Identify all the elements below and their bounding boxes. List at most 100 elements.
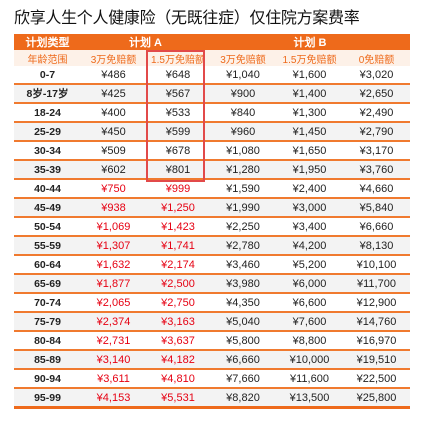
header-row-plans: 计划类型 计划 A 计划 B: [14, 34, 410, 50]
table-row: 35-39 ¥602 ¥801 ¥1,280 ¥1,950 ¥3,760: [14, 160, 410, 180]
plan-b-0-cell: ¥8,130: [343, 236, 410, 256]
plan-b-0-cell: ¥16,970: [343, 331, 410, 351]
plan-b-30k-cell: ¥2,780: [210, 236, 276, 256]
plan-b-0-cell: ¥12,900: [343, 293, 410, 313]
header-plan-type: 计划类型: [14, 34, 81, 50]
age-range-cell: 0-7: [14, 66, 81, 85]
age-range-cell: 25-29: [14, 122, 81, 142]
plan-b-0-cell: ¥11,700: [343, 274, 410, 294]
plan-b-0-cell: ¥2,790: [343, 122, 410, 142]
age-range-cell: 85-89: [14, 350, 81, 370]
plan-b-30k-cell: ¥900: [210, 84, 276, 104]
plan-a-15k-cell: ¥1,250: [146, 198, 210, 218]
header-b-15k-deductible: 1.5万免赔额: [276, 50, 343, 66]
plan-b-0-cell: ¥3,020: [343, 66, 410, 85]
plan-a-15k-cell: ¥533: [146, 103, 210, 123]
plan-b-0-cell: ¥19,510: [343, 350, 410, 370]
plan-b-15k-cell: ¥6,000: [276, 274, 343, 294]
header-row-deductibles: 年龄范围 3万免赔额 1.5万免赔额 3万免赔额 1.5万免赔额 0免赔额: [14, 50, 410, 66]
plan-a-30k-cell: ¥938: [81, 198, 146, 218]
plan-b-15k-cell: ¥10,000: [276, 350, 343, 370]
plan-b-0-cell: ¥4,660: [343, 179, 410, 199]
page-title: 欣享人生个人健康险（无既往症）仅住院方案费率: [14, 8, 360, 27]
age-range-cell: 18-24: [14, 103, 81, 123]
table-row: 18-24 ¥400 ¥533 ¥840 ¥1,300 ¥2,490: [14, 103, 410, 123]
age-range-cell: 95-99: [14, 388, 81, 408]
plan-b-30k-cell: ¥7,660: [210, 369, 276, 389]
plan-a-15k-cell: ¥999: [146, 179, 210, 199]
plan-a-30k-cell: ¥3,611: [81, 369, 146, 389]
plan-b-15k-cell: ¥1,600: [276, 66, 343, 85]
table-row: 75-79 ¥2,374 ¥3,163 ¥5,040 ¥7,600 ¥14,760: [14, 312, 410, 332]
plan-b-0-cell: ¥22,500: [343, 369, 410, 389]
table-row: 40-44 ¥750 ¥999 ¥1,590 ¥2,400 ¥4,660: [14, 179, 410, 199]
age-range-cell: 35-39: [14, 160, 81, 180]
plan-b-30k-cell: ¥840: [210, 103, 276, 123]
plan-a-30k-cell: ¥602: [81, 160, 146, 180]
plan-b-15k-cell: ¥1,300: [276, 103, 343, 123]
plan-a-15k-cell: ¥3,163: [146, 312, 210, 332]
table-row: 60-64 ¥1,632 ¥2,174 ¥3,460 ¥5,200 ¥10,100: [14, 255, 410, 275]
plan-a-15k-cell: ¥2,500: [146, 274, 210, 294]
plan-b-15k-cell: ¥7,600: [276, 312, 343, 332]
plan-b-0-cell: ¥6,660: [343, 217, 410, 237]
plan-b-15k-cell: ¥1,950: [276, 160, 343, 180]
plan-b-30k-cell: ¥5,800: [210, 331, 276, 351]
plan-b-30k-cell: ¥1,080: [210, 141, 276, 161]
table-row: 65-69 ¥1,877 ¥2,500 ¥3,980 ¥6,000 ¥11,700: [14, 274, 410, 294]
plan-a-30k-cell: ¥2,065: [81, 293, 146, 313]
table-row: 80-84 ¥2,731 ¥3,637 ¥5,800 ¥8,800 ¥16,970: [14, 331, 410, 351]
header-b-0-deductible: 0免赔额: [343, 50, 410, 66]
plan-a-30k-cell: ¥750: [81, 179, 146, 199]
plan-b-15k-cell: ¥1,450: [276, 122, 343, 142]
age-range-cell: 40-44: [14, 179, 81, 199]
header-a-30k-deductible: 3万免赔额: [81, 50, 146, 66]
table-row: 0-7 ¥486 ¥648 ¥1,040 ¥1,600 ¥3,020: [14, 66, 410, 85]
age-range-cell: 60-64: [14, 255, 81, 275]
plan-b-15k-cell: ¥4,200: [276, 236, 343, 256]
plan-a-15k-cell: ¥567: [146, 84, 210, 104]
plan-b-15k-cell: ¥5,200: [276, 255, 343, 275]
table-row: 95-99 ¥4,153 ¥5,531 ¥8,820 ¥13,500 ¥25,800: [14, 388, 410, 408]
plan-a-15k-cell: ¥1,741: [146, 236, 210, 256]
plan-b-0-cell: ¥3,760: [343, 160, 410, 180]
plan-a-30k-cell: ¥1,632: [81, 255, 146, 275]
plan-b-15k-cell: ¥1,400: [276, 84, 343, 104]
plan-b-0-cell: ¥2,650: [343, 84, 410, 104]
table-row: 85-89 ¥3,140 ¥4,182 ¥6,660 ¥10,000 ¥19,510: [14, 350, 410, 370]
plan-a-30k-cell: ¥1,877: [81, 274, 146, 294]
age-range-cell: 8岁-17岁: [14, 84, 81, 104]
age-range-cell: 75-79: [14, 312, 81, 332]
plan-b-30k-cell: ¥2,250: [210, 217, 276, 237]
table-bottom-border: [14, 406, 410, 409]
plan-a-30k-cell: ¥2,374: [81, 312, 146, 332]
plan-a-30k-cell: ¥400: [81, 103, 146, 123]
plan-a-15k-cell: ¥801: [146, 160, 210, 180]
header-age-range: 年龄范围: [14, 50, 81, 66]
age-range-cell: 80-84: [14, 331, 81, 351]
header-plan-b: 计划 B: [210, 34, 410, 50]
plan-a-15k-cell: ¥5,531: [146, 388, 210, 408]
age-range-cell: 50-54: [14, 217, 81, 237]
plan-b-15k-cell: ¥6,600: [276, 293, 343, 313]
plan-a-30k-cell: ¥450: [81, 122, 146, 142]
table-row: 50-54 ¥1,069 ¥1,423 ¥2,250 ¥3,400 ¥6,660: [14, 217, 410, 237]
plan-a-15k-cell: ¥2,174: [146, 255, 210, 275]
plan-b-30k-cell: ¥3,980: [210, 274, 276, 294]
plan-b-15k-cell: ¥8,800: [276, 331, 343, 351]
plan-a-30k-cell: ¥1,307: [81, 236, 146, 256]
plan-b-30k-cell: ¥5,040: [210, 312, 276, 332]
plan-b-30k-cell: ¥1,280: [210, 160, 276, 180]
plan-a-15k-cell: ¥4,182: [146, 350, 210, 370]
plan-a-30k-cell: ¥486: [81, 66, 146, 85]
plan-a-30k-cell: ¥2,731: [81, 331, 146, 351]
table-row: 25-29 ¥450 ¥599 ¥960 ¥1,450 ¥2,790: [14, 122, 410, 142]
plan-a-15k-cell: ¥1,423: [146, 217, 210, 237]
age-range-cell: 30-34: [14, 141, 81, 161]
header-b-30k-deductible: 3万免赔额: [210, 50, 276, 66]
plan-b-30k-cell: ¥6,660: [210, 350, 276, 370]
age-range-cell: 55-59: [14, 236, 81, 256]
plan-b-0-cell: ¥10,100: [343, 255, 410, 275]
plan-b-15k-cell: ¥3,400: [276, 217, 343, 237]
